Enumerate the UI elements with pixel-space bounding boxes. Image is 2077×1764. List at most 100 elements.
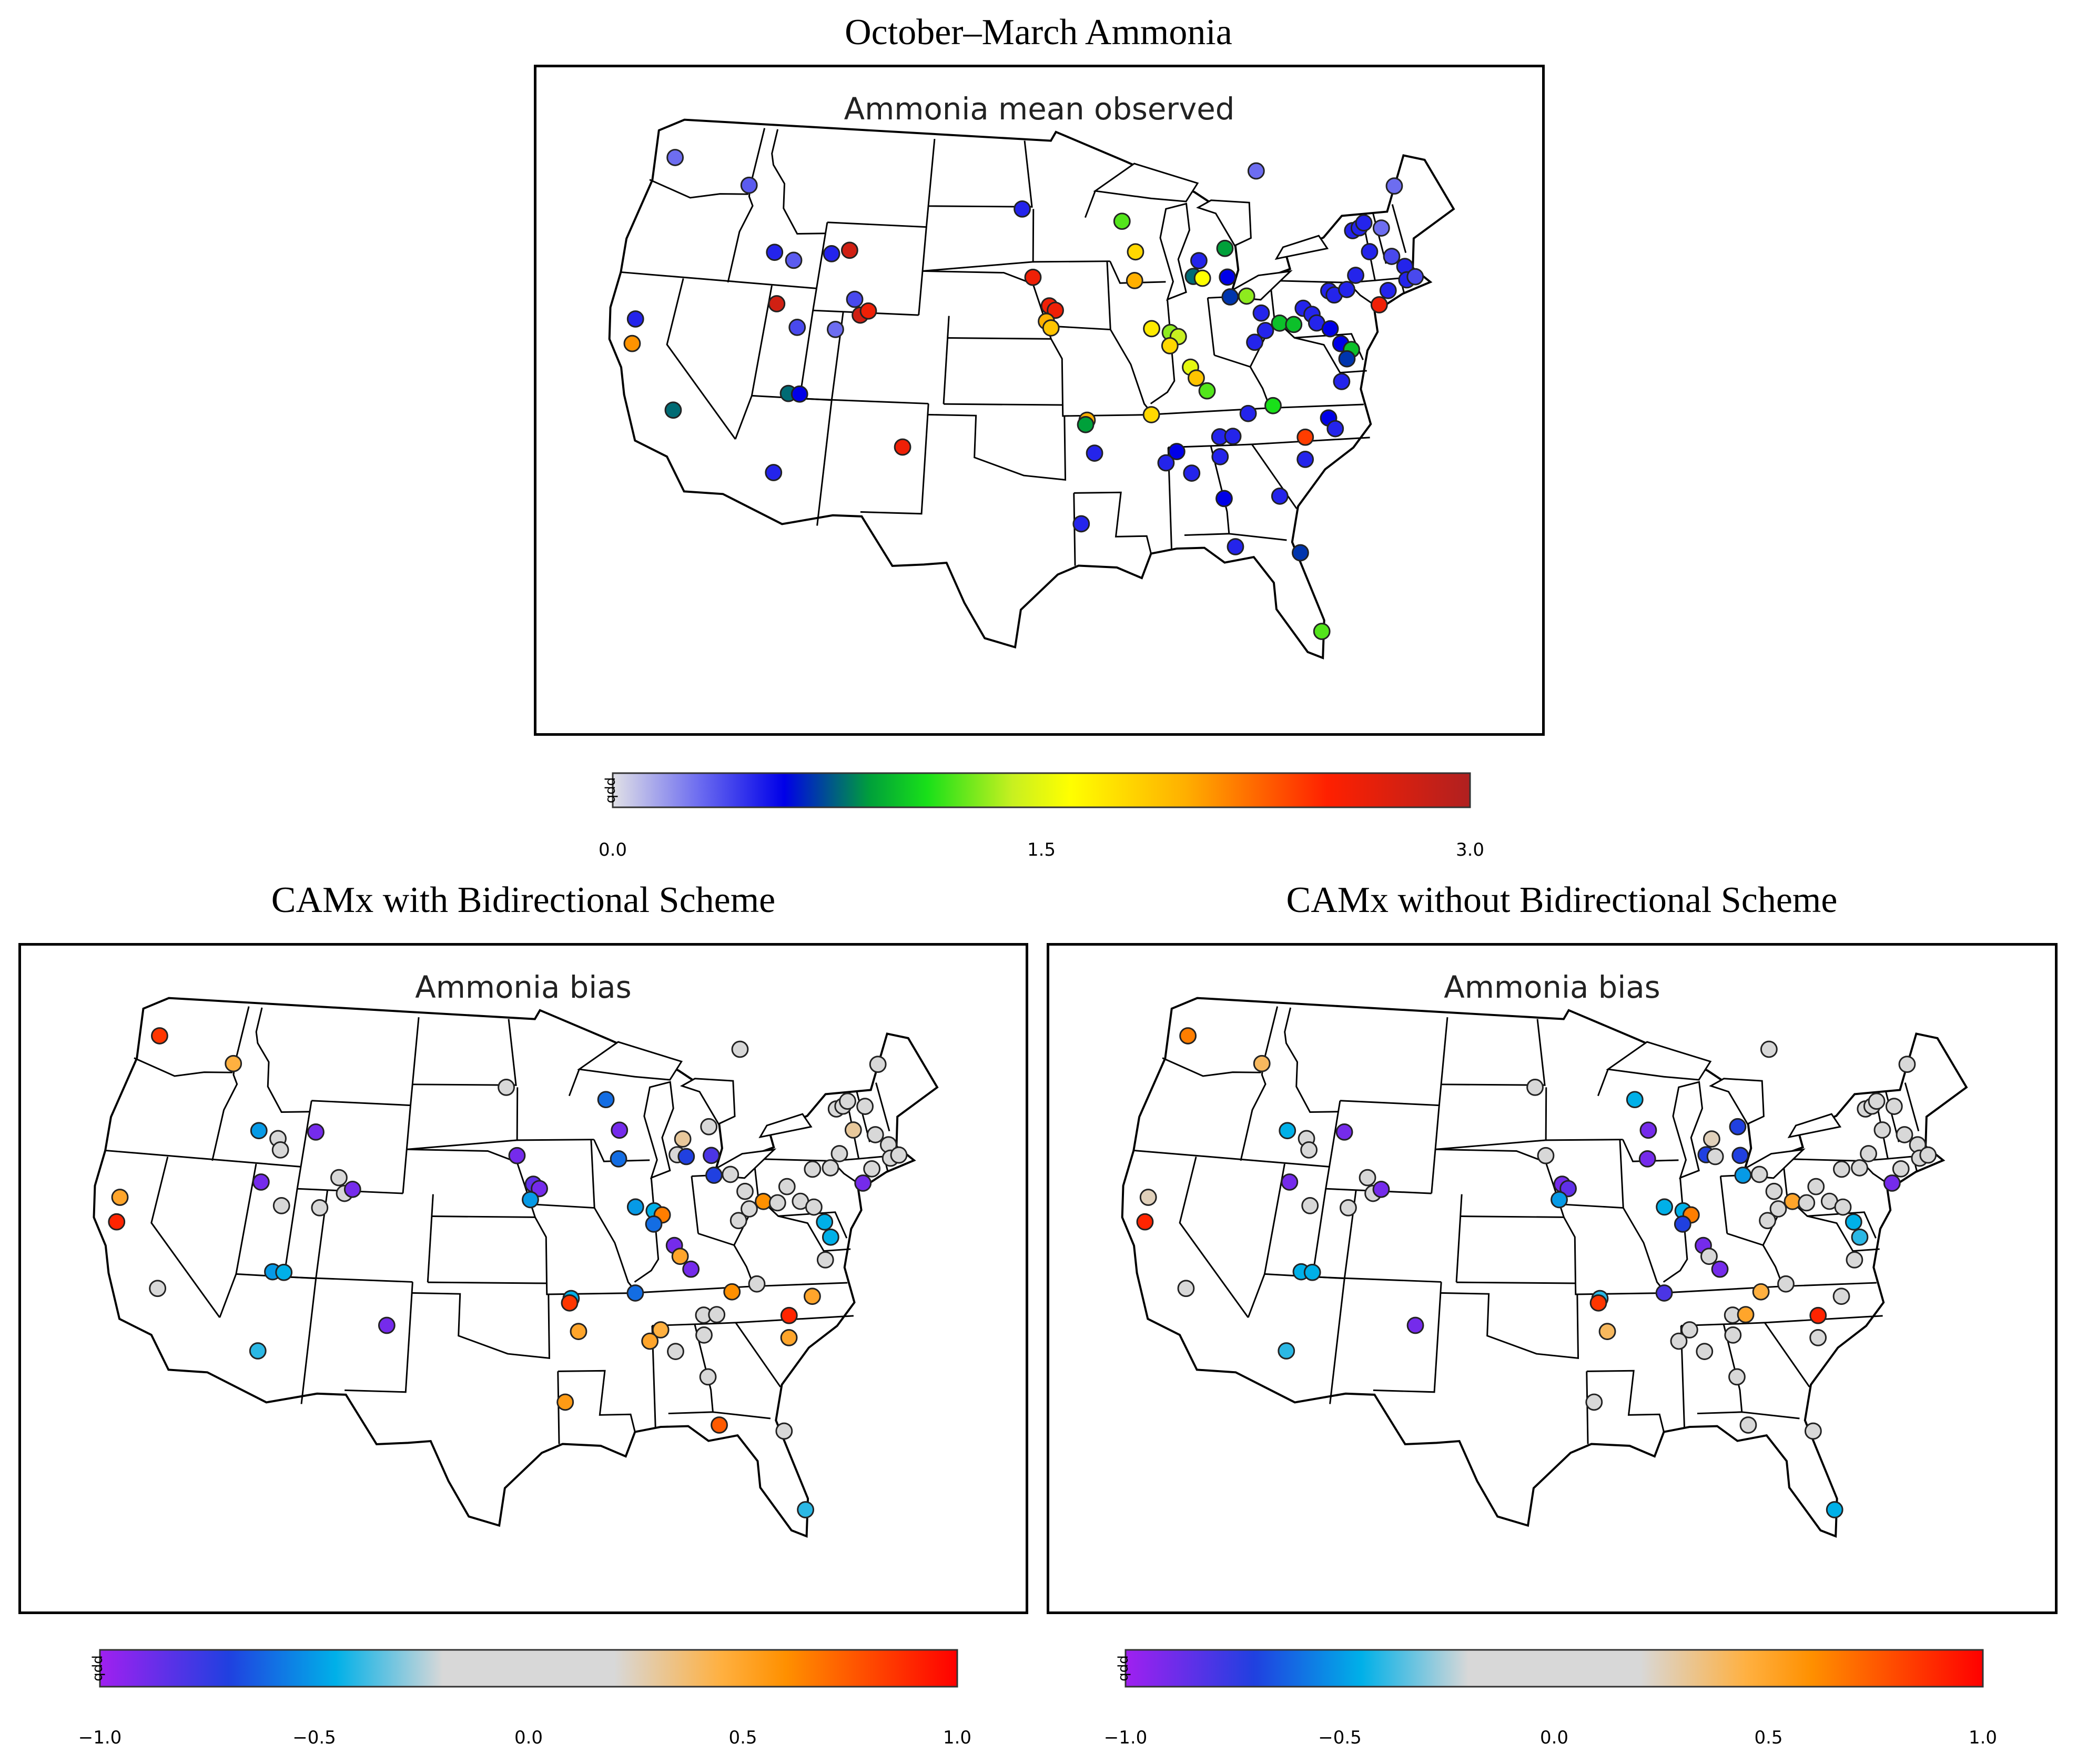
bias-with-site-marker (804, 1287, 821, 1305)
bias-with-site-marker (699, 1368, 717, 1386)
bias-without-site-marker (1784, 1192, 1801, 1210)
bias-with-site-marker (307, 1123, 325, 1141)
observed-site-marker (1221, 288, 1239, 306)
bias-with-site-marker (271, 1141, 289, 1159)
bias-without-state-border (1162, 1057, 1261, 1077)
bias-with-site-marker (830, 1145, 848, 1162)
bias-with-state-border (105, 1149, 301, 1168)
bias-with-inner-title: Ammonia bias (415, 970, 631, 1005)
observed-site-marker (1271, 487, 1289, 505)
bias-without-site-marker (1589, 1294, 1607, 1312)
bias-without-site-marker (1804, 1422, 1822, 1440)
bias-without-tick-label: 0.5 (1754, 1727, 1782, 1748)
observed-site-marker (1383, 248, 1401, 265)
bias-with-lake (577, 1041, 683, 1081)
observed-site-marker (1313, 623, 1331, 640)
bias-with-state-border (296, 1100, 403, 1194)
bias-without-site-marker (1809, 1306, 1827, 1324)
bias-with-site-marker (695, 1326, 713, 1344)
bias-without-site-marker (1734, 1167, 1752, 1184)
bias-without-site-marker (1731, 1147, 1749, 1164)
observed-site-marker (1355, 214, 1373, 232)
bias-without-site-marker (1896, 1126, 1913, 1143)
bias-with-site-marker (723, 1283, 741, 1301)
bias-with-state-border (545, 1283, 627, 1295)
observed-site-marker (859, 302, 877, 320)
bias-without-state-border (1247, 1163, 1285, 1318)
bias-without-site-marker (1769, 1200, 1787, 1218)
observed-site-marker (1113, 212, 1131, 230)
bias-without-site-marker (1826, 1501, 1843, 1518)
observed-site-marker (1406, 268, 1424, 286)
observed-state-border (927, 413, 1067, 481)
bias-with-site-marker (556, 1393, 574, 1411)
bias-without-site-marker (1700, 1248, 1718, 1265)
bias-with-site-marker (869, 1056, 887, 1073)
observed-state-border (1251, 443, 1298, 509)
bias-without-state-border (1179, 1157, 1249, 1318)
observed-site-marker (666, 149, 684, 166)
observed-site-marker (626, 310, 644, 328)
observed-site-marker (1361, 243, 1379, 260)
bias-without-site-marker (1703, 1130, 1720, 1148)
bias-without-site-marker (1798, 1194, 1816, 1212)
bias-without-site-marker (1759, 1212, 1776, 1230)
bias-with-site-marker (731, 1040, 749, 1058)
observed-site-marker (846, 290, 864, 308)
bias-with-site-marker (890, 1146, 908, 1164)
bias-without-site-marker (1809, 1329, 1827, 1346)
bias-without-site-marker (1537, 1147, 1555, 1164)
observed-site-marker (1227, 538, 1244, 555)
observed-site-marker (1238, 287, 1255, 305)
bias-without-state-border (1435, 1087, 1547, 1150)
bias-without-state-border (1133, 1149, 1330, 1168)
bias-with-site-marker (531, 1180, 548, 1198)
observed-state-border (928, 140, 1033, 208)
bias-without-site-marker (1851, 1159, 1868, 1177)
bias-with-state-border (557, 1371, 560, 1444)
bias-without-site-marker (1655, 1284, 1673, 1302)
bias-without-site-marker (1885, 1098, 1903, 1115)
bias-without-site-marker (1253, 1055, 1271, 1072)
bias-with-site-marker (722, 1165, 739, 1183)
bias-with-lake (758, 1113, 813, 1139)
observed-state-border (812, 222, 919, 316)
observed-legend: ppb 0.0 1.5 3.0 (584, 765, 1499, 870)
observed-tick-label: 1.5 (1027, 839, 1056, 860)
bias-without-state-border (1456, 1216, 1576, 1284)
observed-site-marker (1379, 281, 1397, 299)
observed-colorbar-gradient (612, 772, 1471, 808)
observed-lake (1093, 163, 1199, 202)
bias-with-state-border (311, 1100, 412, 1194)
bias-with-site-marker (498, 1079, 515, 1096)
bias-with-site-marker (522, 1191, 539, 1209)
bias-with-state-border (757, 1197, 851, 1252)
observed-site-marker (664, 401, 682, 419)
observed-site-marker (840, 241, 858, 259)
observed-state-border (1391, 204, 1407, 254)
bias-with-site-marker (570, 1323, 587, 1340)
panel-title-without-bidi: CAMx without Bidirectional Scheme (1286, 880, 1838, 920)
bias-without-site-marker (1752, 1283, 1770, 1301)
bias-without-site-marker (1919, 1146, 1937, 1164)
observed-site-marker (1338, 350, 1356, 368)
bias-without-state-border (1697, 1324, 1743, 1415)
bias-with-site-marker (250, 1122, 268, 1140)
bias-with-site-marker (641, 1332, 659, 1350)
observed-site-marker (1246, 333, 1263, 351)
bias-with-state-border (407, 1148, 536, 1218)
bias-without-site-marker (1680, 1321, 1698, 1339)
observed-site-marker (1372, 219, 1390, 237)
bias-with-site-marker (111, 1189, 129, 1206)
bias-without-site-marker (1281, 1173, 1299, 1191)
observed-site-marker (1127, 243, 1144, 261)
bias-without-legend: ppb −1.0 −0.5 0.0 0.5 1.0 (1089, 1644, 2014, 1754)
observed-state-border (1273, 318, 1367, 374)
bias-with-site-marker (674, 1130, 692, 1148)
observed-site-marker (623, 334, 641, 352)
observed-state-border (1073, 491, 1152, 554)
bias-with-site-marker (645, 1215, 663, 1233)
bias-without-site-marker (1177, 1280, 1195, 1297)
observed-site-marker (827, 320, 844, 338)
observed-state-border (1073, 493, 1076, 566)
